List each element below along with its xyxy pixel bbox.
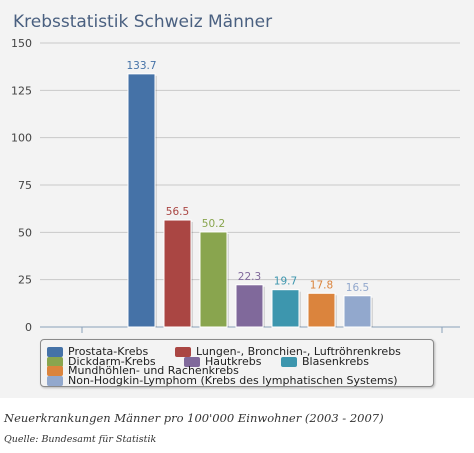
legend-item-haut[interactable]: Hautkrebs — [184, 356, 261, 368]
y-tick-label: 75 — [18, 179, 32, 192]
legend-swatch — [47, 376, 63, 386]
bar — [271, 289, 300, 328]
data-label: 16.5 — [346, 282, 369, 294]
chart-title: Krebsstatistik Schweiz Männer — [13, 12, 272, 32]
legend-item-lungen[interactable]: Lungen-, Bronchien-, Luftröhrenkrebs — [175, 346, 401, 358]
data-label: 50.2 — [202, 218, 225, 230]
data-label: 133.7 — [126, 60, 156, 72]
bar — [307, 292, 336, 328]
chart-source: Quelle: Bundesamt für Statistik — [4, 434, 157, 445]
legend-label: Prostata-Krebs — [68, 345, 149, 358]
data-label: 19.7 — [274, 276, 297, 288]
legend-label: Dickdarm-Krebs — [68, 355, 156, 368]
data-label: 56.5 — [166, 206, 189, 218]
y-tick-label: 125 — [11, 84, 32, 97]
bar-chart: Krebsstatistik Schweiz Männer 0 25 50 75 100… — [11, 12, 460, 334]
data-label: 17.8 — [310, 279, 333, 291]
legend-swatch — [184, 357, 200, 367]
chart-legend: Prostata-Krebs Lungen-, Bronchien-, Luft… — [40, 339, 434, 387]
legend-label: Hautkrebs — [205, 355, 262, 368]
y-tick-label: 25 — [18, 274, 32, 287]
legend-item-dickdarm[interactable]: Dickdarm-Krebs — [47, 356, 156, 368]
y-tick-label: 0 — [25, 321, 32, 334]
bar — [163, 219, 192, 328]
legend-label: Non-Hodgkin-Lymphom (Krebs des lymphatis… — [68, 374, 398, 387]
bar — [127, 73, 156, 328]
chart-panel: Krebsstatistik Schweiz Männer 0 25 50 75 100… — [0, 0, 474, 398]
legend-item-mundhoehlen[interactable]: Mundhöhlen- und Rachenkrebs — [47, 365, 239, 377]
legend-swatch — [47, 357, 63, 367]
legend-item-blasen[interactable]: Blasenkrebs — [281, 356, 369, 368]
bar — [235, 284, 264, 328]
y-tick-label: 50 — [18, 226, 32, 239]
legend-swatch — [281, 357, 297, 367]
legend-item-prostata[interactable]: Prostata-Krebs — [47, 346, 148, 358]
legend-swatch — [47, 366, 63, 376]
data-label: 22.3 — [238, 271, 261, 283]
y-tick-label: 100 — [11, 132, 32, 145]
legend-swatch — [175, 347, 191, 357]
y-tick-label: 150 — [11, 37, 32, 50]
legend-label: Blasenkrebs — [302, 355, 369, 368]
legend-item-lymphom[interactable]: Non-Hodgkin-Lymphom (Krebs des lymphatis… — [47, 375, 398, 387]
legend-swatch — [47, 347, 63, 357]
legend-label: Mundhöhlen- und Rachenkrebs — [68, 364, 239, 377]
legend-label: Lungen-, Bronchien-, Luftröhrenkrebs — [196, 345, 401, 358]
bar — [343, 295, 372, 328]
chart-caption: Neuerkrankungen Männer pro 100'000 Einwo… — [4, 411, 384, 425]
bar — [199, 231, 228, 328]
